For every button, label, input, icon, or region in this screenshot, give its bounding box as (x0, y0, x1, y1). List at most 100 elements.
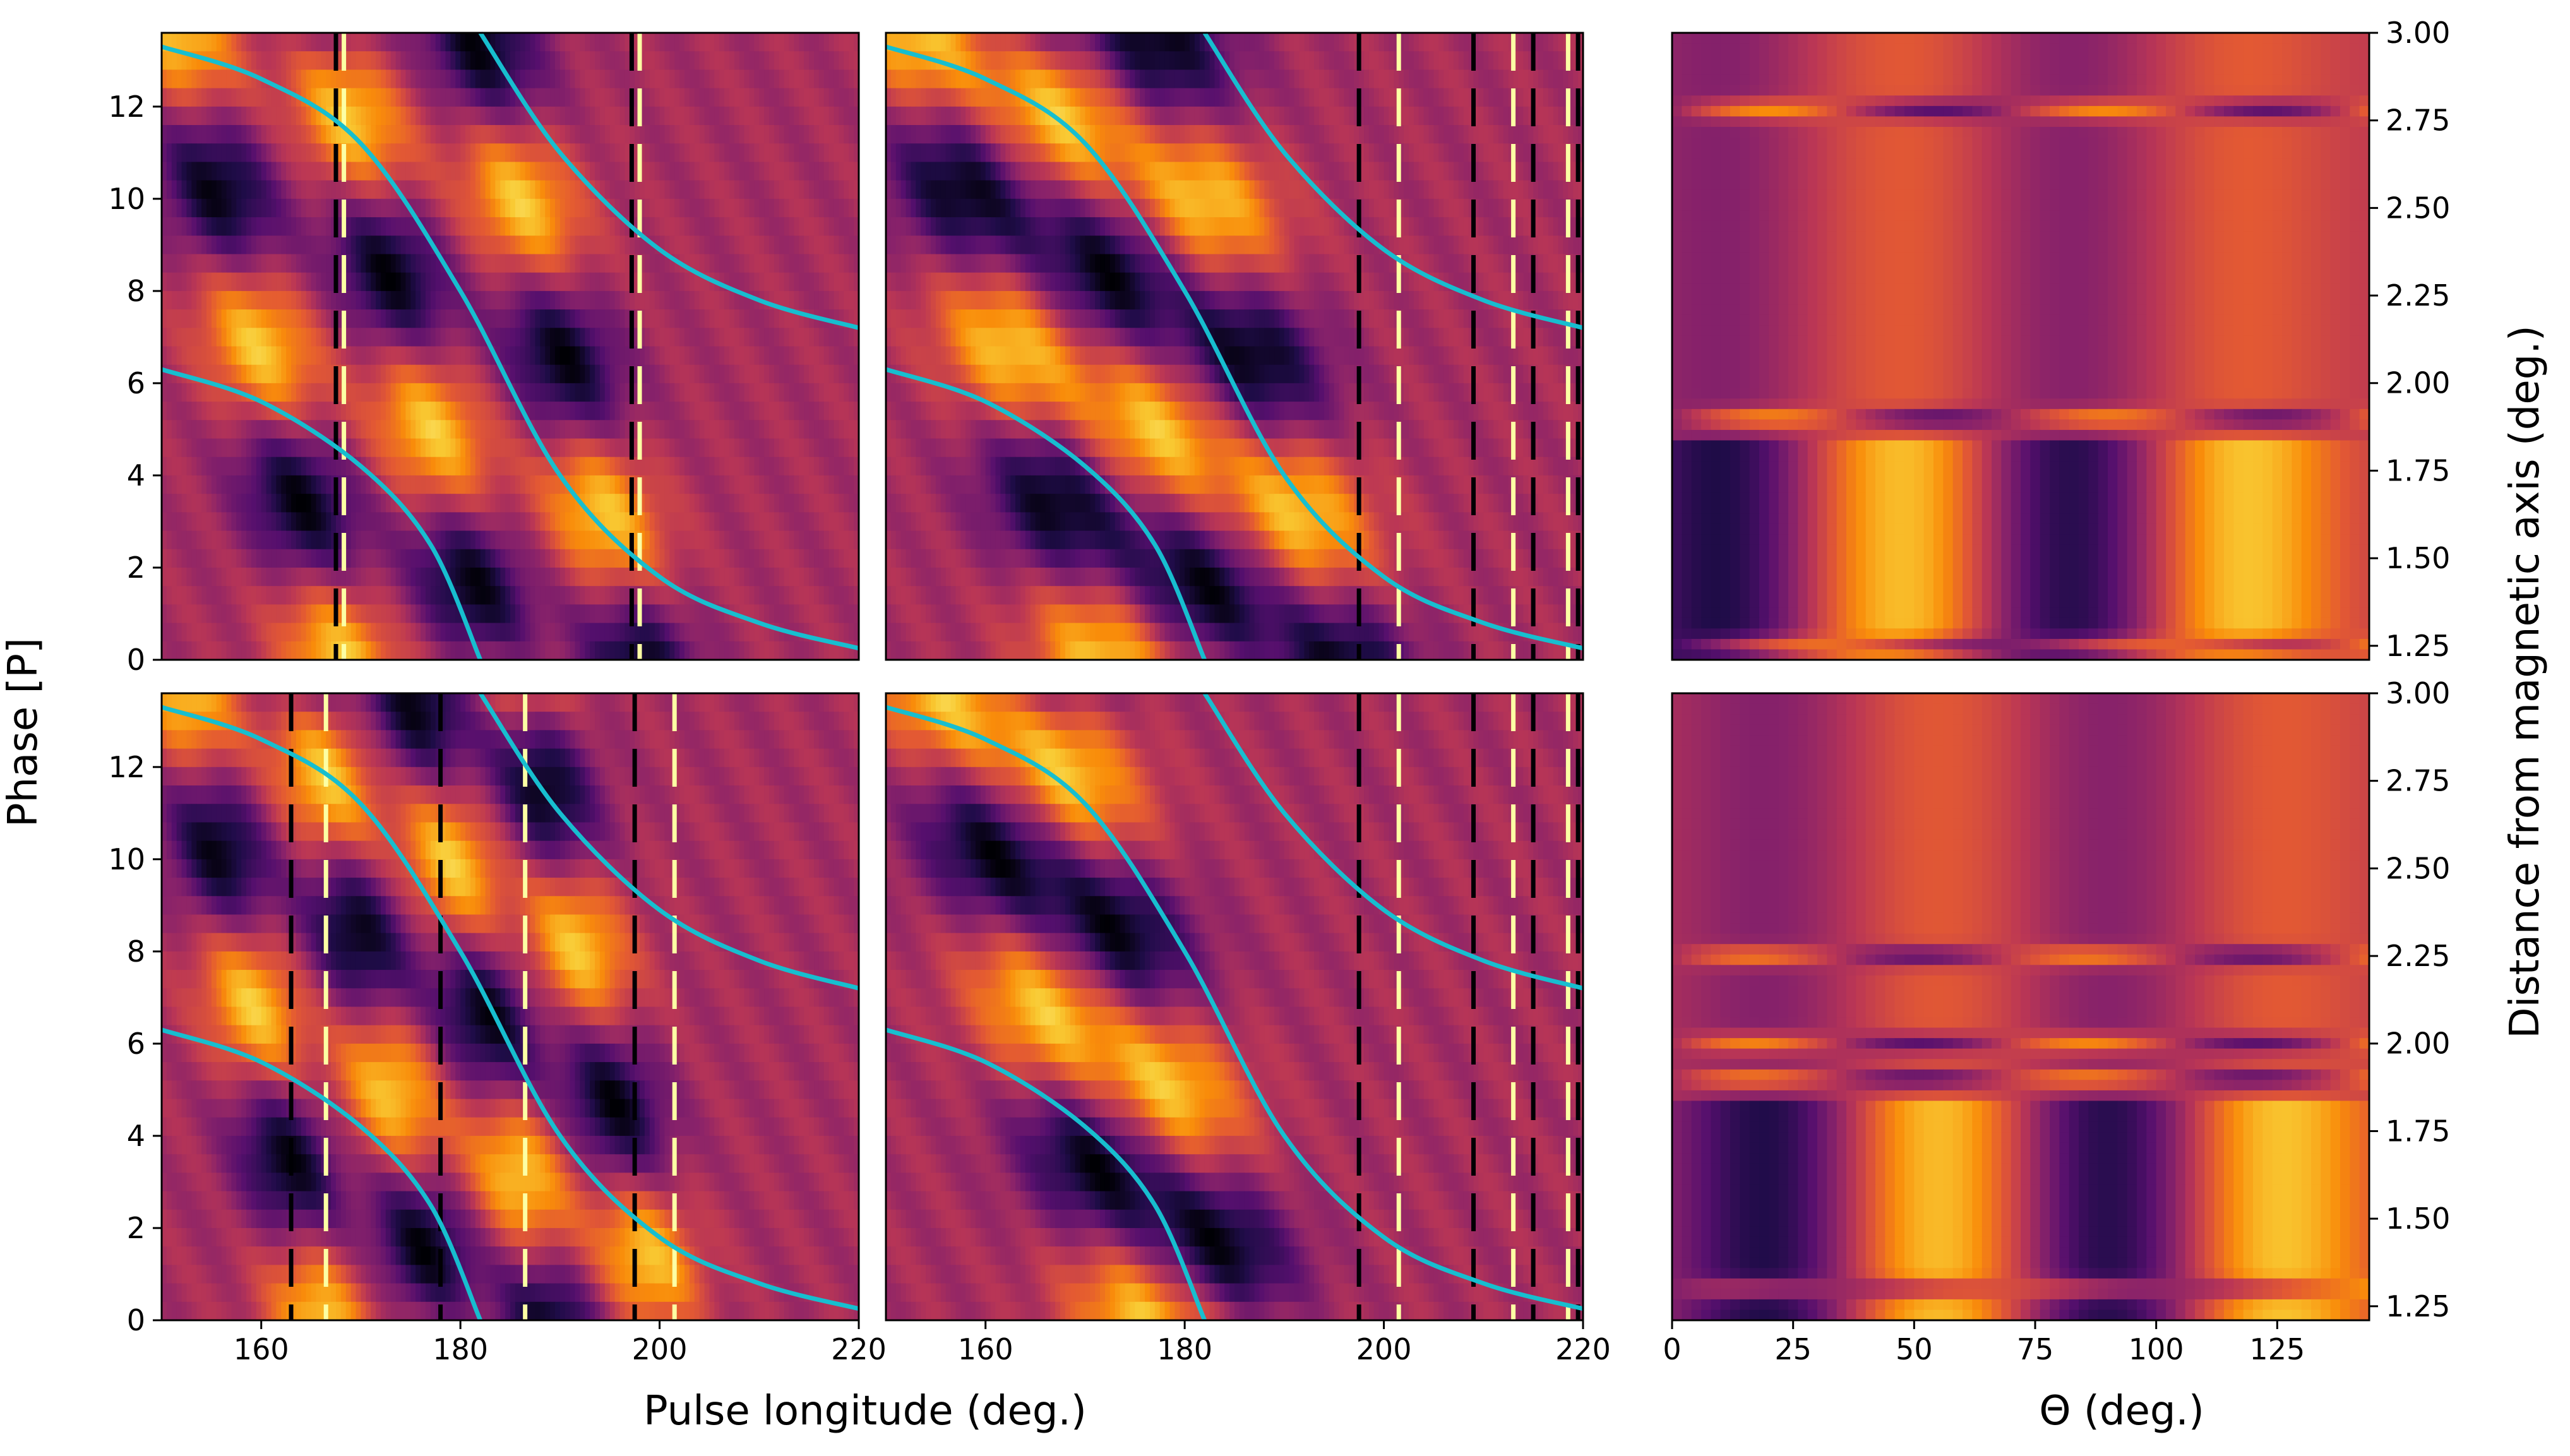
heatmap-cell (371, 512, 376, 531)
heatmap-cell (381, 457, 386, 476)
heatmap-cell (376, 365, 381, 384)
heatmap-cell (754, 162, 759, 181)
heatmap-cell (724, 365, 729, 384)
heatmap-cell (231, 512, 236, 531)
heatmap-cell (450, 512, 455, 531)
heatmap-cell (486, 107, 491, 126)
heatmap-cell (271, 347, 276, 366)
heatmap-cell (849, 420, 854, 439)
heatmap-cell (705, 568, 710, 587)
heatmap-cell (222, 457, 227, 476)
heatmap-cell (222, 586, 227, 605)
heatmap-cell (356, 328, 361, 347)
heatmap-cell (386, 254, 391, 273)
heatmap-cell (172, 347, 177, 366)
heatmap-cell (729, 162, 734, 181)
heatmap-cell (814, 383, 819, 402)
heatmap-cell (410, 236, 415, 254)
heatmap-cell (1329, 33, 1334, 52)
heatmap-cell (500, 217, 505, 236)
heatmap-cell (669, 33, 674, 52)
heatmap-cell (575, 531, 580, 550)
heatmap-cell (739, 420, 744, 439)
heatmap-cell (206, 623, 212, 642)
heatmap-cell (182, 383, 187, 402)
heatmap-cell (450, 604, 455, 623)
heatmap-cell (779, 125, 784, 144)
heatmap-cell (625, 254, 630, 273)
heatmap-cell (610, 549, 615, 568)
heatmap-cell (415, 457, 421, 476)
heatmap-cell (271, 568, 276, 587)
heatmap-cell (1409, 33, 1414, 52)
heatmap-cell (436, 125, 441, 144)
heatmap-cell (779, 217, 784, 236)
heatmap-cell (824, 549, 829, 568)
heatmap-cell (669, 623, 674, 642)
heatmap-cell (246, 88, 251, 107)
heatmap-cell (441, 641, 446, 660)
heatmap-cell (460, 181, 465, 200)
heatmap-cell (814, 125, 819, 144)
heatmap-cell (231, 420, 236, 439)
heatmap-cell (261, 199, 266, 218)
heatmap-cell (955, 33, 960, 52)
heatmap-cell (236, 457, 241, 476)
heatmap-cell (650, 51, 655, 70)
heatmap-cell (605, 365, 610, 384)
heatmap-cell (600, 604, 605, 623)
heatmap-cell (754, 623, 759, 642)
heatmap-cell (326, 347, 331, 366)
heatmap-cell (326, 88, 331, 107)
heatmap-cell (271, 420, 276, 439)
heatmap-cell (321, 33, 326, 52)
heatmap-cell (495, 420, 500, 439)
heatmap-cell (754, 383, 759, 402)
heatmap-cell (525, 143, 530, 162)
heatmap-cell (580, 254, 585, 273)
heatmap-cell (525, 33, 530, 52)
heatmap-cell (605, 107, 610, 126)
heatmap-cell (744, 162, 750, 181)
heatmap-cell (167, 494, 172, 513)
heatmap-cell (679, 439, 684, 458)
heatmap-cell (251, 33, 256, 52)
heatmap-cell (361, 568, 366, 587)
heatmap-cell (769, 217, 774, 236)
heatmap-cell (744, 273, 750, 292)
heatmap-cell (186, 107, 191, 126)
heatmap-cell (396, 383, 401, 402)
heatmap-cell (844, 494, 849, 513)
heatmap-cell (495, 254, 500, 273)
heatmap-cell (739, 457, 744, 476)
heatmap-cell (784, 107, 789, 126)
heatmap-cell (475, 181, 481, 200)
heatmap-cell (431, 383, 436, 402)
heatmap-cell (505, 347, 510, 366)
heatmap-cell (172, 383, 177, 402)
heatmap-cell (231, 107, 236, 126)
heatmap-cell (281, 199, 286, 218)
heatmap-cell (520, 365, 525, 384)
heatmap-cell (799, 217, 804, 236)
heatmap-cell (405, 125, 410, 144)
heatmap-cell (804, 365, 809, 384)
heatmap-cell (674, 347, 679, 366)
heatmap-cell (426, 568, 431, 587)
heatmap-cell (565, 420, 570, 439)
heatmap-cell (172, 402, 177, 421)
heatmap-cell (177, 199, 182, 218)
heatmap-cell (401, 309, 406, 328)
heatmap-cell (306, 586, 311, 605)
heatmap-cell (705, 254, 710, 273)
heatmap-cell (261, 347, 266, 366)
heatmap-cell (754, 641, 759, 660)
heatmap-cell (321, 475, 326, 494)
heatmap-cell (346, 107, 351, 126)
heatmap-cell (525, 328, 530, 347)
heatmap-cell (560, 420, 565, 439)
heatmap-cell (460, 383, 465, 402)
heatmap-cell (465, 439, 470, 458)
heatmap-cell (431, 623, 436, 642)
heatmap-cell (809, 365, 814, 384)
